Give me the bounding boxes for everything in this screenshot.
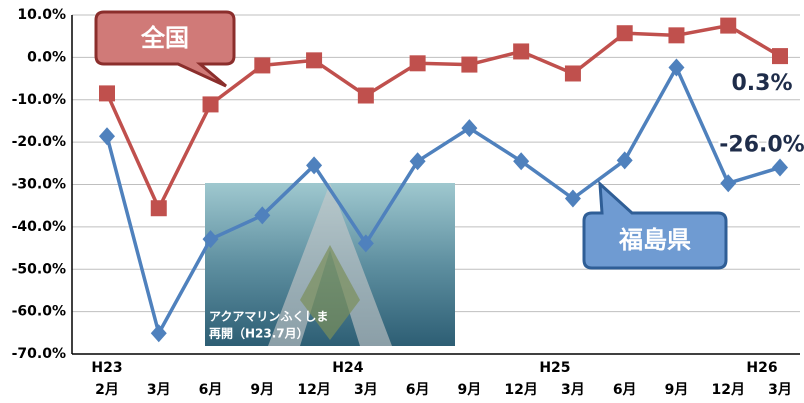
marker xyxy=(150,200,167,217)
legend-callout: 全国 福島県 xyxy=(94,10,728,270)
x-tick-label: 6月 xyxy=(613,382,637,398)
marker xyxy=(99,127,115,146)
series-line xyxy=(105,23,781,210)
marker xyxy=(409,152,426,171)
y-tick-label: -30.0% xyxy=(12,177,66,193)
y-tick-label: -50.0% xyxy=(12,261,66,277)
marker xyxy=(616,151,633,170)
marker xyxy=(564,65,581,82)
marker xyxy=(357,87,374,104)
x-tick-label: 6月 xyxy=(199,382,223,398)
marker xyxy=(513,43,530,60)
x-tick-label: 3月 xyxy=(354,382,378,398)
x-tick-label: 9月 xyxy=(250,382,274,398)
marker xyxy=(772,48,788,65)
x-group-label: H23 xyxy=(91,360,122,376)
marker xyxy=(668,27,685,44)
x-tick-label: 3月 xyxy=(561,382,585,398)
x-tick-label: 9月 xyxy=(458,382,482,398)
x-group-label: H25 xyxy=(539,360,570,376)
x-tick-label: 12月 xyxy=(297,382,330,398)
value-label: 0.3% xyxy=(731,71,792,96)
marker xyxy=(202,96,219,113)
x-tick-label: 12月 xyxy=(504,382,537,398)
marker xyxy=(668,58,685,77)
callout-box xyxy=(94,10,236,88)
x-group-label: H26 xyxy=(746,360,777,376)
series xyxy=(99,17,788,343)
y-tick-label: -40.0% xyxy=(12,219,66,235)
series-line xyxy=(105,65,781,335)
x-tick-label: 3月 xyxy=(147,382,171,398)
photo-caption: アクアマリンふくしま xyxy=(209,310,328,324)
x-tick-label: 9月 xyxy=(665,382,689,398)
x-tick-label: 12月 xyxy=(711,382,744,398)
marker xyxy=(564,189,581,208)
y-tick-label: -20.0% xyxy=(12,134,66,150)
marker xyxy=(150,324,167,343)
marker xyxy=(254,206,271,225)
marker xyxy=(306,156,323,175)
x-tick-label: 3月 xyxy=(768,382,792,398)
marker xyxy=(461,119,478,138)
legend-label: 福島県 xyxy=(618,226,691,254)
callout-box xyxy=(582,180,728,270)
y-tick-label: 10.0% xyxy=(17,7,66,23)
x-group-label: H24 xyxy=(332,360,363,376)
marker xyxy=(306,52,323,69)
y-tick-label: -60.0% xyxy=(12,304,66,320)
photo-caption: 再開（H23.7月） xyxy=(209,326,309,341)
marker xyxy=(99,85,115,102)
marker xyxy=(409,55,426,72)
marker xyxy=(357,234,374,253)
photo: アクアマリンふくしま 再開（H23.7月） xyxy=(205,183,455,346)
marker xyxy=(720,17,737,34)
marker xyxy=(461,56,478,73)
marker xyxy=(720,174,737,193)
photo-crowd xyxy=(300,245,360,340)
legend-label: 全国 xyxy=(140,24,189,52)
y-tick-label: -70.0% xyxy=(12,346,66,362)
marker xyxy=(616,25,633,42)
marker xyxy=(202,230,219,249)
marker xyxy=(254,57,271,74)
value-label: -26.0% xyxy=(719,133,804,158)
x-tick-label: 6月 xyxy=(406,382,430,398)
y-tick-label: 0.0% xyxy=(27,49,66,65)
y-tick-label: -10.0% xyxy=(12,92,66,108)
photo-tunnel xyxy=(268,183,392,346)
x-tick-label: 2月 xyxy=(95,382,119,398)
marker xyxy=(513,152,530,171)
marker xyxy=(772,158,788,177)
